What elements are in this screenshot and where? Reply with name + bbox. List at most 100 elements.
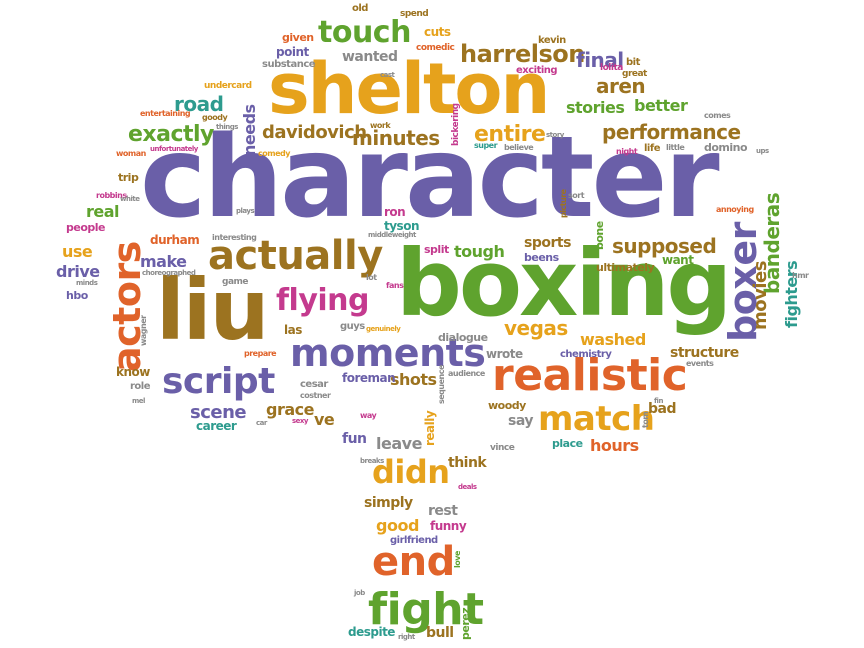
word-sequence: sequence — [437, 365, 446, 404]
word-comedic: comedic — [416, 43, 455, 53]
word-scene: scene — [190, 402, 247, 423]
word-cesar: cesar — [300, 379, 328, 390]
word-point: point — [276, 45, 309, 59]
word-plays: plays — [236, 207, 255, 215]
word-fans: fans — [386, 281, 404, 290]
word-robbins: robbins — [96, 191, 127, 200]
word-lolita: lolita — [600, 63, 623, 73]
word-comedy: comedy — [258, 149, 290, 158]
word-costner: costner — [300, 391, 331, 400]
word-genuinely: genuinely — [366, 325, 401, 333]
word-durham: durham — [150, 233, 200, 247]
word-annoying: annoying — [716, 205, 754, 214]
word-woody: woody — [488, 399, 526, 412]
word-liu: liu — [156, 261, 269, 359]
word-role: role — [130, 381, 151, 392]
word-bull: bull — [426, 625, 454, 641]
word-good: good — [376, 516, 419, 535]
word-undercard: undercard — [204, 81, 252, 91]
word-wagner: wagner — [139, 315, 148, 346]
word-people: people — [66, 221, 106, 234]
word-cast: cast — [380, 71, 395, 79]
word-choreographed: choreographed — [142, 269, 196, 277]
word-want: want — [662, 253, 694, 267]
word-trip: trip — [118, 171, 139, 184]
word-deals: deals — [458, 483, 477, 491]
word-kevin: kevin — [538, 35, 566, 46]
word-wrote: wrote — [486, 347, 523, 361]
word-stories: stories — [566, 98, 625, 117]
word-rest: rest — [428, 503, 458, 519]
word-lot: lot — [366, 273, 377, 282]
word-leave: leave — [376, 434, 422, 453]
word-spend: spend — [400, 9, 429, 19]
word-bone: bone — [593, 221, 606, 250]
word-hmr: hmr — [792, 271, 809, 280]
word-touch: touch — [318, 15, 411, 50]
word-white: white — [120, 195, 140, 203]
word-hbo: hbo — [66, 289, 88, 302]
word-mel: mel — [132, 397, 145, 405]
word-night: night — [616, 147, 638, 156]
word-exactly: exactly — [128, 122, 214, 147]
word-things: things — [216, 123, 238, 131]
word-las: las — [284, 323, 302, 337]
word-old: old — [352, 3, 368, 14]
word-sports: sports — [524, 235, 571, 251]
word-minutes: minutes — [352, 126, 440, 150]
word-goody: goody — [202, 113, 228, 122]
word-beens: beens — [524, 251, 559, 264]
word-movies: movies — [750, 261, 771, 330]
word-love: love — [453, 551, 462, 568]
word-needs: needs — [240, 104, 259, 156]
word-work: work — [370, 121, 391, 130]
word-life: life — [644, 143, 661, 154]
word-chemistry: chemistry — [560, 349, 612, 360]
word-use: use — [62, 242, 93, 261]
word-tough: tough — [454, 242, 505, 261]
word-vince: vince — [490, 443, 515, 453]
word-audience: audience — [448, 369, 485, 378]
word-little: little — [666, 143, 685, 152]
word-real: real — [86, 202, 120, 221]
word-final: final — [576, 48, 624, 72]
word-washed: washed — [580, 330, 646, 349]
word-character: character — [140, 113, 720, 243]
word-funny: funny — [430, 519, 467, 533]
word-bad: bad — [648, 401, 677, 417]
word-ultimately: ultimately — [596, 261, 655, 274]
word-supposed: supposed — [612, 234, 717, 258]
word-job: job — [354, 589, 365, 597]
word-believe: believe — [504, 143, 534, 152]
word-aren: aren — [596, 74, 646, 98]
word-right: right — [398, 633, 415, 641]
word-picture: picture — [559, 189, 568, 218]
word-vegas: vegas — [504, 316, 568, 340]
word-sexy: sexy — [292, 417, 309, 425]
word-fun: fun — [342, 431, 367, 447]
word-unfortunately: unfortunately — [150, 145, 198, 153]
word-entertaining: entertaining — [140, 109, 191, 118]
word-guys: guys — [340, 321, 365, 332]
word-great: great — [622, 69, 647, 79]
word-shots: shots — [390, 370, 437, 389]
word-harrelson: harrelson — [460, 40, 585, 68]
word-performance: performance — [602, 120, 741, 144]
word-say: say — [508, 413, 533, 429]
word-simply: simply — [364, 495, 413, 511]
word-ron: ron — [384, 205, 406, 219]
word-think: think — [448, 455, 487, 471]
word-sort: sort — [568, 191, 585, 200]
word-shelton: shelton — [268, 48, 550, 130]
word-know: know — [116, 365, 150, 379]
word-events: events — [686, 359, 714, 368]
word-super: super — [474, 141, 498, 150]
word-minds: minds — [76, 279, 98, 287]
word-grace: grace — [266, 400, 314, 419]
word-script: script — [162, 361, 275, 402]
word-road: road — [174, 92, 224, 116]
word-tyson: tyson — [384, 219, 420, 233]
word-make: make — [140, 252, 187, 271]
word-tom: tom — [641, 411, 650, 428]
word-prepare: prepare — [244, 349, 277, 358]
